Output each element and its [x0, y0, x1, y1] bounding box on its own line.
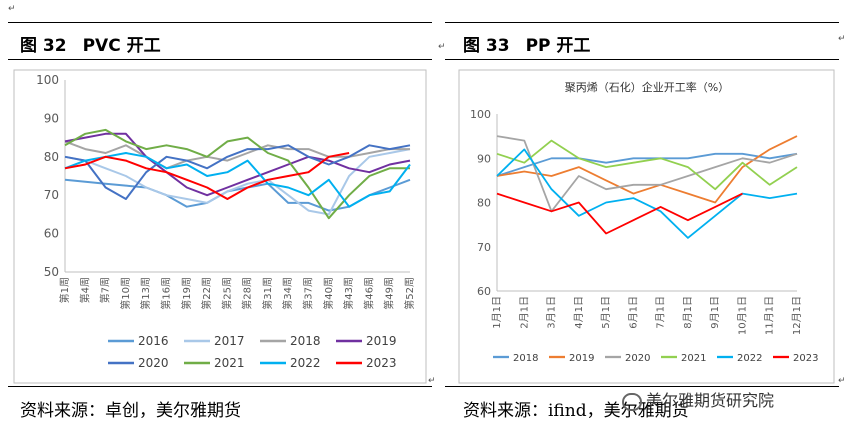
- figure-title: 图 32 PVC 开工: [20, 31, 161, 56]
- paragraph-mark: ↵: [428, 376, 436, 386]
- legend-label-2020: 2020: [138, 356, 169, 370]
- x-tick-label: 10月1日: [736, 296, 748, 335]
- paragraph-mark: ↵: [8, 4, 16, 14]
- series-line-2017: [64, 148, 411, 216]
- source-rule: [445, 386, 839, 387]
- figure-number: 图 33: [463, 36, 510, 56]
- y-tick-label: 70: [44, 188, 59, 202]
- title-rule: [445, 59, 839, 60]
- x-tick-label: 12月1日: [791, 296, 803, 335]
- pp-chart: 聚丙烯（石化）企业开工率（%） 60 70 80 90 100 1月1日 2月1日 3月1日 4月…: [457, 65, 839, 385]
- x-tick-label: 第40周: [322, 277, 335, 310]
- x-tick-label: 第22周: [200, 277, 213, 310]
- y-tick-label: 60: [44, 227, 59, 241]
- x-tick-label: 第19周: [180, 277, 193, 310]
- x-tick-label: 5月1日: [600, 296, 612, 329]
- legend-label-2018: 2018: [513, 353, 538, 364]
- title-rule: [8, 59, 432, 60]
- x-tick-label: 第34周: [281, 277, 294, 310]
- x-tick-label: 3月1日: [546, 296, 558, 329]
- x-tick-label: 6月1日: [627, 296, 639, 329]
- paragraph-mark: ↵: [438, 42, 446, 52]
- series-line-2020: [496, 135, 798, 213]
- legend-label-2022: 2022: [737, 353, 762, 364]
- legend-label-2021: 2021: [681, 353, 706, 364]
- chart-frame: [458, 69, 835, 384]
- series-line-2021: [496, 139, 798, 191]
- x-tick-label: 1月1日: [491, 296, 503, 329]
- watermark: 美尔雅期货研究院: [622, 387, 774, 411]
- series-line-2019: [496, 135, 798, 204]
- figure-33-panel: 图 33 PP 开工 聚丙烯（石化）企业开工率（%） 60 70 80 90 100 1月1日…: [445, 0, 853, 437]
- x-tick-label: 第4周: [78, 277, 91, 303]
- x-tick-label: 第28周: [241, 277, 254, 310]
- y-tick-label: 50: [44, 265, 59, 279]
- series-line-2022: [496, 148, 798, 239]
- x-tick-label: 4月1日: [573, 296, 585, 329]
- series-line-2018: [64, 140, 410, 170]
- wechat-icon: [622, 392, 642, 411]
- legend-label-2023: 2023: [366, 356, 397, 370]
- chart-title: 聚丙烯（石化）企业开工率（%）: [565, 80, 729, 94]
- legend-label-2023: 2023: [793, 353, 818, 364]
- y-tick-label: 90: [44, 111, 59, 125]
- x-tick-label: 第25周: [220, 277, 233, 310]
- x-tick-label: 第13周: [139, 277, 152, 310]
- figure-title-text: PP 开工: [525, 36, 591, 56]
- legend-label-2021: 2021: [214, 356, 245, 370]
- watermark-text: 美尔雅期货研究院: [646, 391, 775, 410]
- y-tick-label: 100: [470, 108, 491, 121]
- figure-number: 图 32: [20, 36, 67, 56]
- pp-chart-svg: 聚丙烯（石化）企业开工率（%） 60 70 80 90 100 1月1日 2月1日 3月1日 4月…: [458, 69, 835, 384]
- chart-frame: [13, 69, 427, 384]
- y-tick-label: 80: [477, 197, 491, 210]
- figure-title-text: PVC 开工: [82, 36, 161, 56]
- y-tick-label: 70: [477, 241, 491, 254]
- series-line-2018: [496, 152, 798, 177]
- series-line-2021: [64, 128, 410, 220]
- x-tick-label: 2月1日: [518, 296, 530, 329]
- x-tick-label: 11月1日: [764, 296, 776, 335]
- y-tick-label: 90: [477, 152, 491, 165]
- x-tick-label: 第49周: [383, 277, 396, 310]
- x-tick-label: 7月1日: [655, 296, 667, 329]
- y-tick-label: 60: [477, 285, 491, 298]
- series-line-2019: [64, 132, 411, 197]
- source-rule: [8, 386, 432, 387]
- series-line-2023: [64, 152, 350, 200]
- x-tick-label: 第37周: [302, 277, 315, 310]
- legend-label-2018: 2018: [290, 334, 321, 348]
- x-tick-label: 9月1日: [709, 296, 721, 329]
- x-tick-label: 第1周: [58, 277, 71, 303]
- legend-label-2020: 2020: [625, 353, 650, 364]
- y-tick-label: 80: [44, 150, 59, 164]
- x-tick-label: 第52周: [403, 277, 416, 310]
- x-tick-label: 第7周: [99, 277, 112, 303]
- x-tick-label: 第16周: [159, 277, 172, 310]
- legend-label-2016: 2016: [138, 334, 169, 348]
- legend-label-2017: 2017: [214, 334, 245, 348]
- legend-label-2019: 2019: [366, 334, 397, 348]
- x-tick-label: 第43周: [342, 277, 355, 310]
- x-tick-label: 第10周: [119, 277, 132, 310]
- series-line-2022: [64, 152, 411, 208]
- x-tick-label: 第31周: [261, 277, 274, 310]
- top-rule: [445, 22, 839, 23]
- series-line-2023: [496, 192, 743, 235]
- figure-title: 图 33 PP 开工: [463, 31, 590, 56]
- source-note: 资料来源：卓创，美尔雅期货: [20, 401, 241, 421]
- legend-label-2019: 2019: [569, 353, 594, 364]
- top-rule: [8, 22, 432, 23]
- x-tick-label: 第46周: [362, 277, 375, 310]
- paragraph-mark: ↵: [838, 34, 846, 44]
- y-tick-label: 100: [36, 73, 59, 87]
- legend-label-2022: 2022: [290, 356, 321, 370]
- figure-32-panel: 图 32 PVC 开工 50 60 70 80 90 100 第1周 第4周 第7周 第10周 第13…: [8, 22, 432, 421]
- pvc-chart: 50 60 70 80 90 100 第1周 第4周 第7周 第10周 第13周 第16周 第19周 第2…: [8, 65, 432, 385]
- x-tick-label: 8月1日: [682, 296, 694, 329]
- paragraph-mark: ↵: [838, 376, 846, 386]
- series-line-2020: [64, 144, 411, 200]
